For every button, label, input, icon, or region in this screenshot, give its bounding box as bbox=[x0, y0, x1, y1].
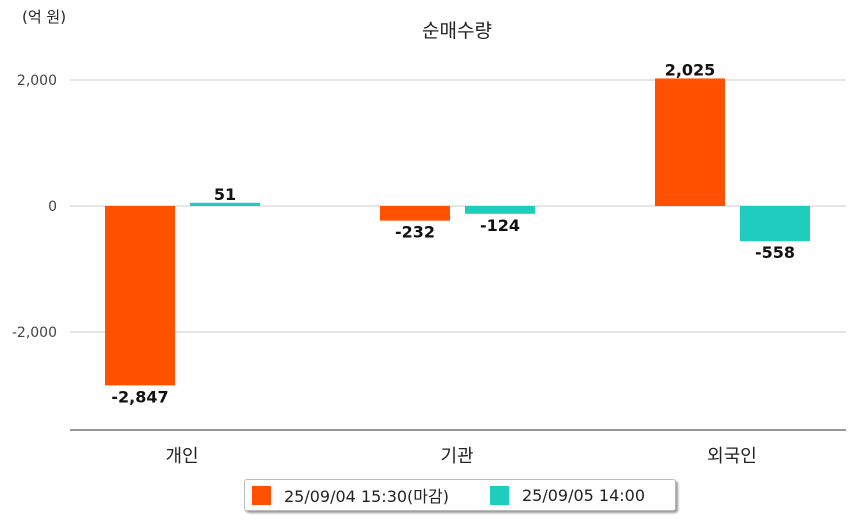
bar bbox=[740, 206, 810, 242]
bar bbox=[105, 206, 175, 386]
bar-chart: (억 원) 순매수량 2,000 0 -2,000 -2,847 51 -232 -124… bbox=[12, 8, 846, 467]
x-tick-label: 개인 bbox=[165, 446, 198, 467]
data-label: -2,847 bbox=[111, 387, 168, 406]
legend-label: 25/09/05 14:00 bbox=[521, 485, 646, 505]
y-tick-label: 2,000 bbox=[17, 73, 57, 89]
data-label: 51 bbox=[214, 185, 236, 204]
legend-swatch bbox=[252, 485, 271, 505]
chart-title: 순매수량 bbox=[422, 20, 492, 42]
legend-swatch bbox=[489, 485, 509, 505]
y-tick-label: -2,000 bbox=[12, 325, 57, 341]
bar bbox=[190, 202, 260, 206]
y-tick-label: 0 bbox=[48, 199, 57, 215]
legend-item-series-2[interactable]: 25/09/05 14:00 bbox=[483, 485, 646, 505]
legend-item-series-1[interactable]: 25/09/04 15:30(마감) bbox=[245, 483, 449, 507]
data-label: -232 bbox=[395, 223, 435, 242]
data-label: -124 bbox=[480, 216, 520, 235]
bar bbox=[655, 78, 725, 206]
data-label: -558 bbox=[755, 243, 795, 262]
bar bbox=[465, 206, 535, 214]
x-tick-label: 외국인 bbox=[707, 446, 757, 467]
bar bbox=[380, 206, 450, 221]
unit-label: (억 원) bbox=[22, 8, 66, 26]
legend: 25/09/04 15:30(마감) 25/09/05 14:00 bbox=[244, 479, 676, 511]
x-tick-label: 기관 bbox=[440, 446, 473, 467]
legend-label: 25/09/04 15:30(마감) bbox=[284, 487, 449, 506]
data-label: 2,025 bbox=[665, 60, 716, 79]
